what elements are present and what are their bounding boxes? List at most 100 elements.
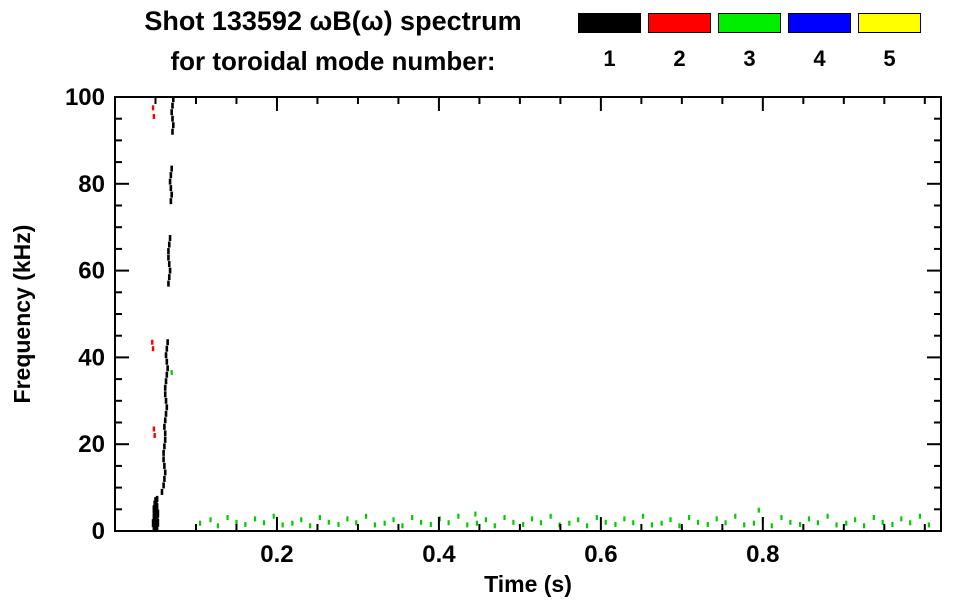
data-point-n1 (155, 495, 159, 502)
data-point-n3 (660, 520, 663, 526)
data-point-n1 (164, 397, 168, 404)
data-point-n1 (165, 371, 169, 378)
y-tick-label: 0 (92, 518, 105, 545)
data-point-n3 (170, 370, 173, 376)
data-point-n3 (364, 513, 368, 519)
data-point-n3 (789, 519, 792, 525)
data-point-n3 (300, 517, 303, 523)
data-point-n2 (153, 433, 156, 439)
data-point-n3 (872, 515, 875, 521)
data-point-n1 (170, 165, 173, 172)
data-point-n3 (669, 517, 672, 523)
data-point-n3 (770, 523, 773, 529)
data-point-n3 (706, 521, 709, 527)
data-point-n3 (309, 523, 312, 529)
data-point-n3 (752, 520, 756, 526)
x-tick-label: 0.6 (584, 541, 617, 568)
data-point-n3 (715, 516, 718, 522)
y-tick-label: 60 (78, 258, 105, 285)
x-tick-label: 0.8 (746, 541, 779, 568)
data-point-n3 (696, 519, 700, 525)
data-point-n2 (152, 114, 156, 120)
data-point-n1 (164, 378, 168, 385)
data-point-n1 (170, 191, 173, 198)
data-point-n3 (318, 515, 321, 521)
data-point-n1 (171, 102, 174, 109)
data-point-n3 (457, 513, 460, 519)
data-point-n2 (151, 105, 155, 111)
data-point-n1 (163, 391, 167, 398)
data-point-n3 (373, 522, 377, 528)
data-point-n1 (165, 345, 169, 352)
data-point-n3 (198, 520, 202, 526)
data-point-n3 (235, 519, 238, 525)
data-point-n3 (835, 522, 838, 528)
data-point-n1 (170, 109, 173, 116)
data-point-n1 (167, 248, 170, 255)
data-point-n3 (466, 522, 469, 528)
data-point-n1 (160, 488, 164, 495)
data-point-n1 (155, 524, 159, 532)
data-point-n3 (845, 520, 848, 526)
data-point-n3 (881, 519, 884, 525)
data-point-n3 (493, 523, 496, 529)
data-point-n3 (420, 519, 423, 525)
data-point-n3 (918, 513, 922, 519)
data-point-n3 (429, 521, 432, 527)
data-point-n2 (152, 426, 156, 432)
y-tick-label: 20 (78, 431, 105, 458)
data-point-n1 (163, 417, 167, 424)
data-point-n3 (900, 516, 903, 522)
data-point-n3 (512, 519, 515, 525)
data-point-n1 (169, 172, 173, 179)
data-point-n1 (172, 96, 175, 103)
data-point-n1 (163, 436, 167, 443)
data-point-n3 (568, 520, 571, 526)
data-point-n3 (909, 520, 912, 526)
data-point-n3 (337, 521, 340, 527)
data-point-n1 (167, 241, 171, 248)
data-point-n2 (151, 346, 155, 352)
data-point-n1 (152, 523, 156, 533)
data-point-n1 (163, 384, 167, 391)
x-tick-label: 0.4 (422, 541, 456, 568)
data-point-n3 (614, 521, 617, 527)
data-point-n3 (327, 519, 330, 525)
data-point-n3 (262, 520, 266, 526)
data-point-n3 (392, 517, 395, 523)
data-point-n3 (595, 515, 598, 521)
data-point-n1 (155, 499, 158, 507)
data-point-n1 (151, 519, 155, 528)
plot-title-line1: Shot 133592 ωB(ω) spectrum (144, 6, 522, 36)
data-point-n3 (807, 516, 811, 522)
data-point-n3 (724, 520, 727, 526)
x-axis-label: Time (s) (484, 571, 572, 597)
data-point-n1 (152, 505, 156, 514)
legend-swatch-mode1 (578, 13, 641, 33)
data-point-n3 (927, 522, 930, 528)
data-point-n3 (650, 522, 653, 528)
mode-number-legend: 1 2 3 4 5 (578, 13, 930, 72)
data-point-n3 (355, 520, 358, 526)
y-tick-label: 100 (65, 84, 105, 111)
data-point-n1 (166, 339, 169, 346)
data-point-n1 (156, 518, 160, 527)
data-point-n3 (383, 520, 386, 526)
y-axis-label: Frequency (kHz) (9, 225, 35, 404)
data-point-n1 (163, 430, 167, 437)
data-point-n1 (164, 410, 168, 417)
data-point-n3 (757, 507, 760, 513)
data-point-n3 (216, 523, 219, 529)
plot-frame (114, 96, 942, 532)
data-point-n3 (826, 513, 829, 519)
data-point-n3 (586, 523, 589, 529)
legend-swatch-mode4 (788, 13, 851, 33)
data-point-n1 (163, 469, 167, 476)
legend-swatch-mode2 (648, 13, 711, 33)
data-point-n1 (171, 115, 174, 122)
data-point-n3 (209, 517, 212, 523)
legend-label-row: 1 2 3 4 5 (578, 46, 930, 72)
data-point-n3 (522, 521, 525, 527)
